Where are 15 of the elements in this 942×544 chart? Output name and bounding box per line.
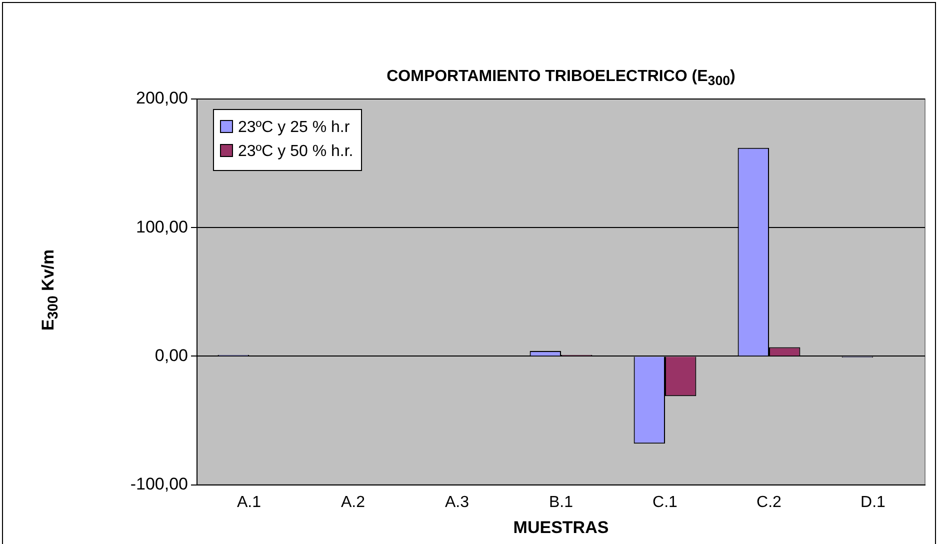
x-tick-label: D.1 <box>860 494 886 511</box>
y-tick-label: -100,00 <box>130 474 188 494</box>
legend-label: 23ºC y 25 % h.r <box>238 119 350 136</box>
x-tick-label: A.3 <box>444 494 470 511</box>
x-axis-title: MUESTRAS <box>512 518 610 538</box>
y-tick-label: 0,00 <box>154 346 188 365</box>
legend-label: 23ºC y 50 % h.r. <box>238 143 354 160</box>
x-tick-label: A.1 <box>236 494 262 511</box>
x-tick-label: A.2 <box>340 494 366 511</box>
x-tick-label: C.2 <box>756 494 782 511</box>
y-tick-label: 200,00 <box>136 88 188 108</box>
x-tick-label: C.1 <box>652 494 678 511</box>
y-tick-label: 100,00 <box>136 217 188 236</box>
x-tick-label: B.1 <box>548 494 574 511</box>
chart-title: COMPORTAMIENTO TRIBOELECTRICO (E$_{300}$) <box>386 68 736 88</box>
